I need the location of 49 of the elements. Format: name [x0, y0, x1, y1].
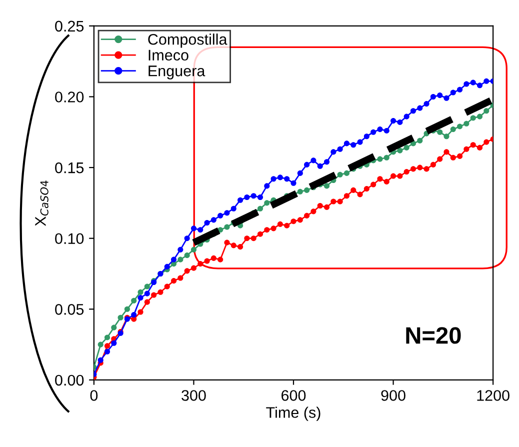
point — [304, 187, 310, 193]
x-tick-label: 1200 — [477, 390, 510, 401]
point — [111, 324, 117, 330]
point — [344, 170, 350, 176]
point — [457, 124, 463, 130]
point — [470, 115, 476, 121]
point — [297, 188, 303, 194]
x-tick-label: 300 — [182, 390, 206, 401]
point — [131, 298, 137, 304]
point — [450, 126, 456, 132]
point — [124, 306, 130, 312]
point — [264, 200, 270, 206]
point — [138, 289, 144, 295]
point — [224, 224, 230, 230]
point — [404, 144, 410, 150]
point — [397, 148, 403, 154]
y-tick-label: 0.20 — [55, 92, 84, 102]
x-tick-label: 600 — [282, 390, 306, 401]
y-axis-title: X$_{CaSO4}$ — [35, 180, 48, 226]
point — [178, 256, 184, 262]
point — [444, 134, 450, 140]
point — [464, 120, 470, 126]
point — [484, 108, 490, 114]
point — [437, 129, 443, 135]
legend-label: Enguera — [148, 66, 206, 80]
point — [190, 246, 196, 252]
point — [417, 138, 423, 144]
legend-label: Compostilla — [148, 34, 228, 48]
point — [104, 334, 110, 340]
y-tick-label: 0.10 — [55, 233, 84, 244]
point — [324, 183, 330, 189]
point — [384, 154, 390, 160]
y-tick-label: 0.05 — [55, 304, 84, 315]
y-tick-label: 0.00 — [55, 374, 84, 386]
point — [337, 172, 343, 178]
point — [184, 252, 190, 258]
point — [98, 342, 104, 348]
point — [257, 206, 264, 212]
x-axis-title: Time (s) — [266, 406, 320, 421]
x-tick-label: 900 — [381, 390, 406, 401]
y-tick-label: 0.15 — [55, 162, 84, 174]
annotation: N=20 — [406, 327, 461, 344]
point — [144, 284, 150, 290]
point — [476, 114, 483, 120]
x-tick-label: 0 — [90, 390, 98, 401]
point — [118, 314, 124, 320]
y-tick-label: 0.25 — [55, 20, 84, 32]
legend-label: Imeco — [148, 50, 188, 61]
point — [377, 156, 383, 162]
